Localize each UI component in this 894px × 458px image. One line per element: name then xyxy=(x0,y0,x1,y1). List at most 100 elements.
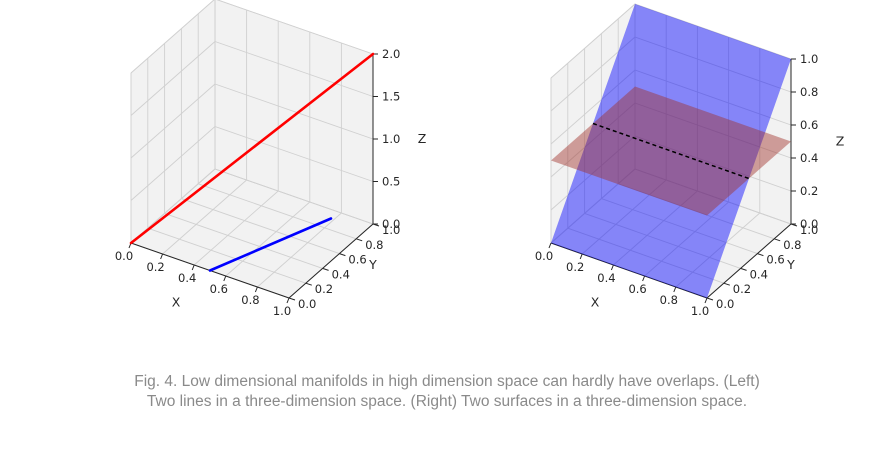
right-grid-z-back xyxy=(634,3,792,60)
right-y-tick-mark xyxy=(757,253,764,257)
right-grid-z-left xyxy=(550,102,636,178)
right-grid-z-back xyxy=(634,168,792,225)
right-x-axis-line xyxy=(550,242,708,299)
right-y-axis-line xyxy=(706,223,792,299)
left-grid-z-left xyxy=(130,83,216,159)
right-x-tick-mark xyxy=(579,253,583,260)
right-y-tick-mark xyxy=(740,267,747,271)
left-y-tick-mark xyxy=(288,297,296,301)
right-z-tick-label: 0.8 xyxy=(800,85,818,99)
left-grid-x-floor xyxy=(257,212,342,288)
right-z-tick-label: 1.0 xyxy=(800,52,818,66)
right-z-tick-label: 0.6 xyxy=(800,118,818,132)
left-x-tick-mark xyxy=(286,297,290,304)
left-series-line-0 xyxy=(129,52,375,245)
right-x-tick-mark xyxy=(704,297,708,304)
right-y-tick-mark xyxy=(723,282,730,286)
right-z-tick-label: 0.2 xyxy=(800,184,818,198)
left-x-tick-label: 0.8 xyxy=(241,293,259,307)
right-surface-1 xyxy=(551,86,791,216)
right-grid-z-left xyxy=(550,168,636,244)
right-y-tick-label: 0.0 xyxy=(716,297,734,311)
right-y-tick-label: 0.8 xyxy=(783,238,801,252)
right-z-tick-label: 0.0 xyxy=(800,217,818,231)
left-grid-z-left xyxy=(130,41,216,116)
left-x-tick-label: 0.6 xyxy=(210,282,228,296)
right-x-tick-label: 0.8 xyxy=(660,293,678,307)
left-grid-z-left xyxy=(130,0,215,74)
right-grid-z-left xyxy=(550,36,636,112)
right-y-axis-label: Y xyxy=(786,257,795,272)
left-z-axis-label: Z xyxy=(418,131,427,146)
figure-caption: Fig. 4. Low dimensional manifolds in hig… xyxy=(134,373,760,410)
right-grid-x-floor xyxy=(613,190,698,266)
right-x-axis-label: X xyxy=(591,295,600,310)
right-grid-z-left xyxy=(550,69,636,145)
left-y-tick-mark xyxy=(322,267,329,271)
right-grid-y-floor xyxy=(567,227,724,284)
left-y-tick-mark xyxy=(305,282,312,286)
left-x-tick-label: 0.4 xyxy=(178,271,196,285)
right-grid-x-floor xyxy=(644,201,729,277)
right-x-tick-mark xyxy=(642,275,646,282)
left-x-tick-mark xyxy=(160,253,164,260)
left-y-tick-label: 0.2 xyxy=(315,282,333,296)
left-grid-y-floor xyxy=(181,198,340,255)
right-z-tick-label: 0.4 xyxy=(800,151,818,165)
left-y-tick-label: 0.6 xyxy=(348,253,366,267)
right-x-tick-label: 0.0 xyxy=(535,249,553,263)
right-grid-z-left xyxy=(550,3,636,79)
left-x-tick-label: 1.0 xyxy=(273,304,291,318)
right-x-tick-mark xyxy=(673,286,677,293)
right-y-tick-mark xyxy=(774,238,781,242)
right-y-tick-label: 0.2 xyxy=(733,282,751,296)
right-grid-x-floor xyxy=(675,212,761,288)
right-y-tick-label: 1.0 xyxy=(800,223,818,237)
left-x-tick-label: 0.2 xyxy=(146,260,164,274)
right-x-tick-label: 0.6 xyxy=(628,282,646,296)
left-grid-y-floor xyxy=(164,212,323,269)
right-x-tick-label: 0.2 xyxy=(566,260,584,274)
right-y-tick-label: 0.4 xyxy=(750,267,768,281)
left-grid-x-floor xyxy=(193,190,279,266)
left-x-tick-mark xyxy=(254,286,258,293)
left-y-tick-label: 0.0 xyxy=(298,297,316,311)
left-z-tick-label: 0.0 xyxy=(382,217,400,231)
right-grid-z-back xyxy=(634,69,792,126)
left-grid-y-floor xyxy=(147,227,306,284)
left-series-line-1 xyxy=(208,217,333,272)
right-x-tick-label: 0.4 xyxy=(597,271,615,285)
left-grid-y-floor xyxy=(198,183,357,240)
left-z-tick-label: 0.5 xyxy=(382,175,400,189)
left-grid-x-floor xyxy=(225,201,311,277)
left-y-tick-mark xyxy=(339,253,346,257)
right-x-tick-label: 1.0 xyxy=(691,304,709,318)
left-grid-z-back xyxy=(214,41,374,97)
right-grid-y-floor xyxy=(601,198,758,255)
right-grid-z-back xyxy=(634,102,792,159)
left-z-tick-label: 2.0 xyxy=(382,47,400,61)
right-grid-x-floor xyxy=(581,179,667,255)
left-grid-z-back xyxy=(214,126,374,182)
right-x-tick-mark xyxy=(548,242,552,249)
right-grid-z-back xyxy=(634,135,792,192)
plot-right-surfaces: 0.00.20.40.60.81.0 0.00.20.40.60.81.00.00… xyxy=(535,3,845,318)
left-y-tick-mark xyxy=(356,238,363,242)
figure: 0.00.20.40.60.81.0 0.00.20.40.60.81.00.00… xyxy=(115,0,845,318)
left-grid-z-back xyxy=(216,0,374,55)
left-grid-z-back xyxy=(214,168,374,225)
left-y-axis-label: Y xyxy=(368,257,377,272)
left-y-tick-label: 0.8 xyxy=(365,238,383,252)
left-x-tick-label: 0.0 xyxy=(115,249,133,263)
left-grid-x-floor xyxy=(162,179,247,255)
right-y-tick-mark xyxy=(706,297,714,301)
left-x-tick-mark xyxy=(191,264,195,271)
right-grid-z-back xyxy=(634,36,792,93)
left-y-tick-label: 0.4 xyxy=(332,267,350,281)
plot-left-lines: 0.00.20.40.60.81.0 0.00.20.40.60.81.00.00… xyxy=(115,0,426,318)
right-z-axis-label: Z xyxy=(836,134,845,149)
left-z-tick-label: 1.0 xyxy=(382,132,400,146)
left-grid-z-left xyxy=(130,126,216,201)
right-grid-y-floor xyxy=(584,212,741,269)
right-grid-y-floor xyxy=(618,183,775,240)
